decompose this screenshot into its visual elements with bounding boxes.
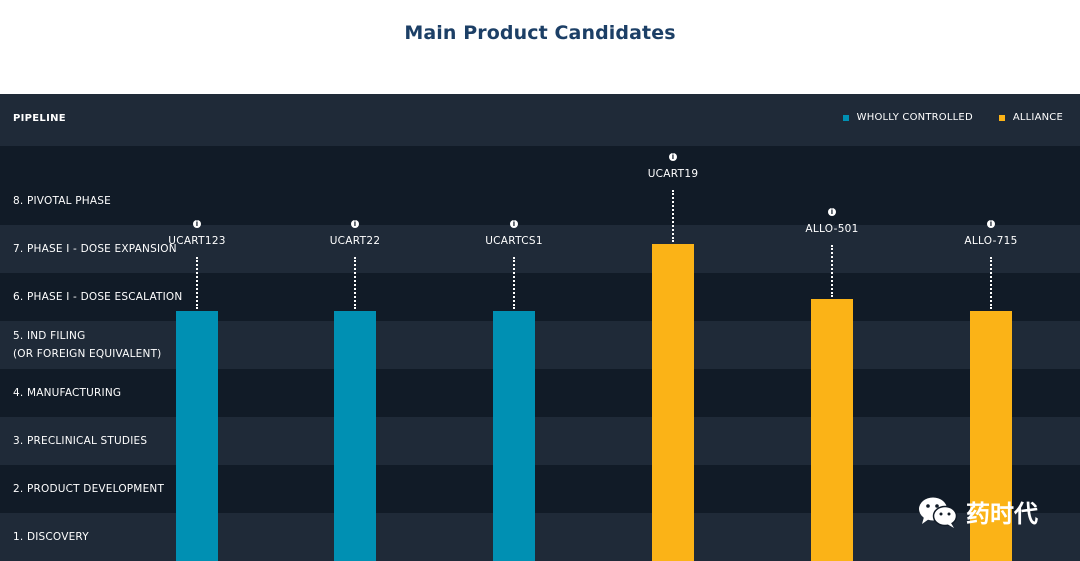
product-label-allo-501: ALLO-501 (805, 223, 859, 236)
stage-label: 7. PHASE I - DOSE EXPANSION (13, 243, 177, 255)
pipeline-header: PIPELINE WHOLLY CONTROLLED ALLIANCE (0, 94, 1080, 146)
legend: WHOLLY CONTROLLED ALLIANCE (842, 112, 1063, 123)
bar-allo-501[interactable] (811, 299, 853, 561)
page-title: Main Product Candidates (404, 22, 676, 44)
stage-label: 1. DISCOVERY (13, 531, 89, 543)
product-label-ucart22: UCART22 (329, 235, 381, 248)
bar-connector (196, 257, 198, 310)
stage-label: 4. MANUFACTURING (13, 387, 122, 399)
product-label-ucart19: UCART19 (647, 168, 699, 181)
bar-connector (672, 190, 674, 243)
bar-allo-715[interactable] (970, 311, 1012, 561)
stage-label: 3. PRECLINICAL STUDIES (13, 435, 148, 447)
stage-band (0, 369, 1080, 417)
info-icon[interactable]: i (828, 208, 836, 217)
stage-band (0, 225, 1080, 273)
product-label-ucart123: UCART123 (168, 235, 226, 248)
legend-item-alliance: ALLIANCE (998, 112, 1063, 123)
bar-connector (831, 245, 833, 298)
stage-label: 2. PRODUCT DEVELOPMENT (13, 483, 165, 495)
stage-label: 6. PHASE I - DOSE ESCALATION (13, 291, 183, 303)
product-label-allo-715: ALLO-715 (964, 235, 1018, 248)
watermark: 药时代 (918, 494, 1038, 529)
product-label-ucartcs1: UCARTCS1 (485, 235, 543, 248)
info-icon[interactable]: i (193, 220, 201, 229)
legend-swatch-alliance (998, 114, 1005, 121)
stage-band (0, 321, 1080, 369)
bar-connector (990, 257, 992, 310)
bar-connector (513, 257, 515, 310)
bar-ucartcs1[interactable] (493, 311, 535, 561)
bar-connector (354, 257, 356, 310)
legend-item-wholly-controlled: WHOLLY CONTROLLED (842, 112, 973, 123)
info-icon[interactable]: i (351, 220, 359, 229)
pipeline-label: PIPELINE (13, 113, 66, 124)
pipeline-chart: PIPELINE WHOLLY CONTROLLED ALLIANCE 1. D… (0, 94, 1080, 561)
legend-swatch-wholly-controlled (842, 114, 849, 121)
wechat-icon (919, 497, 958, 528)
stage-label: 5. IND FILING (OR FOREIGN EQUIVALENT) (13, 330, 162, 360)
watermark-text: 药时代 (966, 500, 1038, 528)
info-icon[interactable]: i (510, 220, 518, 229)
legend-label-wholly-controlled: WHOLLY CONTROLLED (856, 112, 973, 123)
stage-band (0, 417, 1080, 465)
info-icon[interactable]: i (987, 220, 995, 229)
stage-band (0, 177, 1080, 225)
stage-label: 8. PIVOTAL PHASE (13, 195, 111, 207)
legend-label-alliance: ALLIANCE (1012, 112, 1063, 123)
bar-ucart22[interactable] (334, 311, 376, 561)
bar-ucart123[interactable] (176, 311, 218, 561)
bar-ucart19[interactable] (652, 244, 694, 561)
info-icon[interactable]: i (669, 153, 677, 162)
